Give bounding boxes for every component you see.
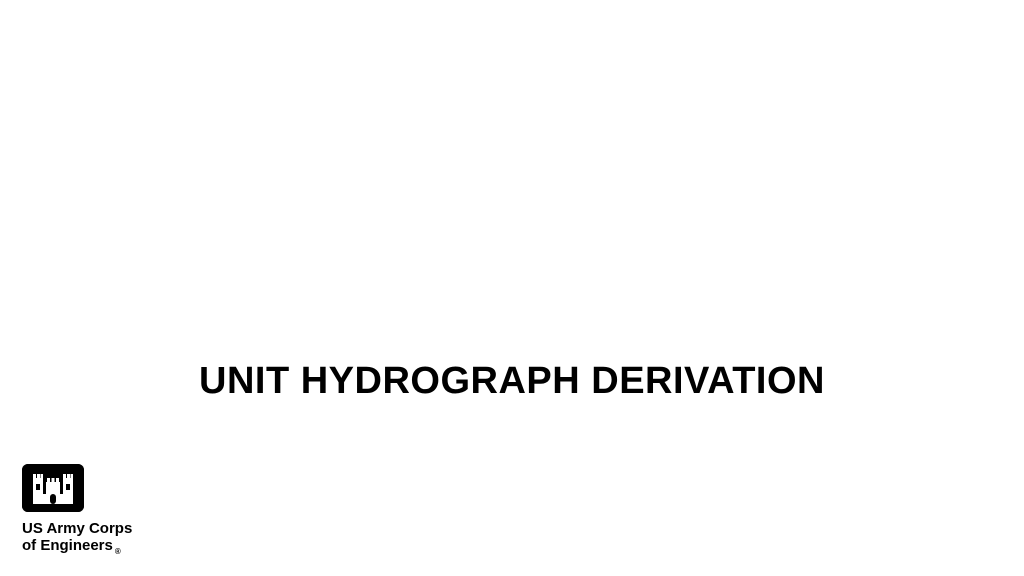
slide-title: UNIT HYDROGRAPH DERIVATION bbox=[0, 360, 1024, 403]
castle-icon bbox=[22, 464, 84, 512]
org-logo-block: US Army Corps of Engineers® bbox=[22, 464, 202, 556]
org-name-line2-wrap: of Engineers® bbox=[22, 537, 202, 556]
org-name-line2: of Engineers bbox=[22, 537, 113, 554]
registered-mark: ® bbox=[115, 547, 121, 556]
org-name: US Army Corps of Engineers® bbox=[22, 520, 202, 556]
org-name-line1: US Army Corps bbox=[22, 520, 202, 537]
